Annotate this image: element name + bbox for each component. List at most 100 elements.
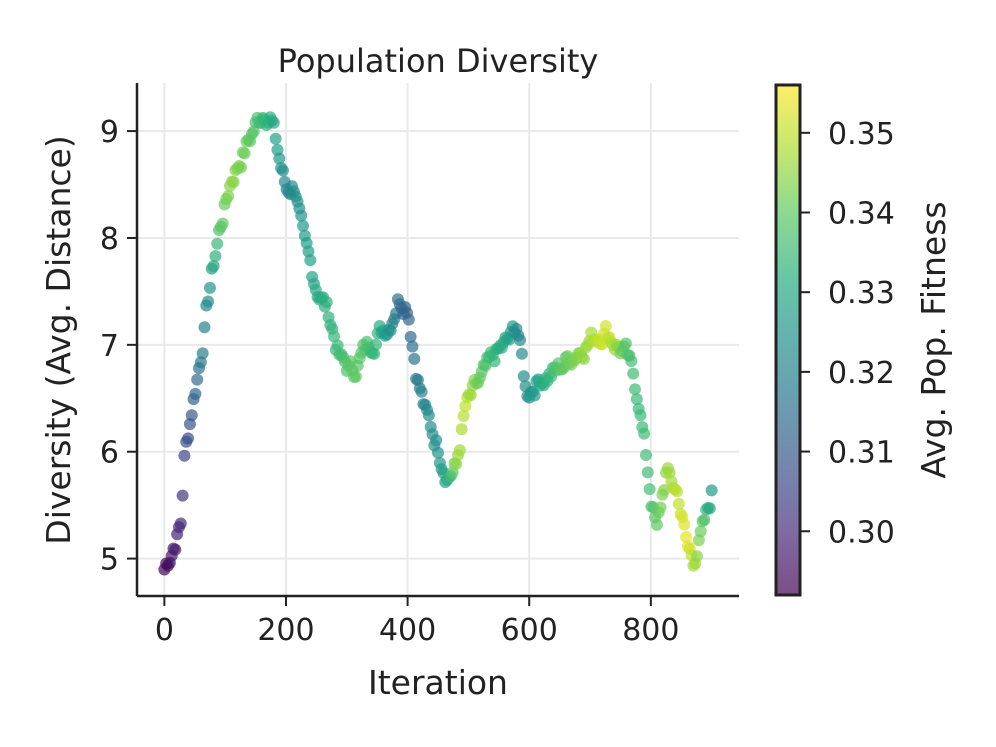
data-point: [415, 385, 428, 398]
y-tick-label: 8: [100, 222, 119, 257]
data-point: [629, 383, 642, 396]
data-point: [514, 333, 527, 346]
colorbar: 0.30 0.31 0.32 0.33 0.34 0.35 Avg. Pop. Fitne…: [774, 83, 953, 597]
data-point: [528, 389, 541, 402]
data-point: [694, 525, 707, 538]
data-point: [328, 330, 341, 343]
x-tick-label: 0: [155, 613, 174, 648]
data-point: [189, 387, 202, 400]
data-point: [267, 116, 280, 129]
gridlines: [137, 83, 739, 596]
data-point: [658, 483, 671, 496]
data-point: [630, 393, 643, 406]
data-point: [273, 152, 286, 165]
data-point: [234, 161, 247, 174]
data-point: [515, 347, 528, 360]
data-point: [670, 485, 683, 498]
colorbar-tick-label: 0.35: [828, 117, 895, 152]
data-point: [178, 449, 191, 462]
data-point: [672, 497, 685, 510]
data-point: [641, 466, 654, 479]
data-point: [304, 254, 317, 267]
data-point: [619, 337, 632, 350]
data-point: [627, 367, 640, 380]
data-point: [678, 518, 691, 531]
data-point: [517, 370, 530, 383]
colorbar-gradient: [776, 85, 800, 595]
data-point: [406, 340, 419, 353]
colorbar-ticks: 0.30 0.31 0.32 0.33 0.34 0.35: [800, 117, 895, 550]
x-tick-label: 800: [622, 613, 679, 648]
data-point: [182, 432, 195, 445]
colorbar-tick-label: 0.31: [828, 436, 895, 471]
data-point: [191, 373, 204, 386]
y-tick-label: 6: [100, 436, 119, 471]
data-point: [654, 501, 667, 514]
colorbar-tick-label: 0.34: [828, 197, 895, 232]
colorbar-tick-label: 0.32: [828, 356, 895, 391]
data-point: [705, 484, 718, 497]
data-point: [185, 409, 198, 422]
data-point: [222, 190, 235, 203]
colorbar-tick-label: 0.30: [828, 515, 895, 550]
y-tick-label: 5: [100, 543, 119, 578]
data-point: [297, 219, 310, 232]
data-point: [269, 132, 282, 145]
data-point: [464, 389, 477, 402]
data-point: [599, 320, 612, 333]
y-axis-label: Diversity (Avg. Distance): [39, 135, 78, 544]
data-point: [198, 321, 211, 334]
data-point: [207, 259, 220, 272]
scatter-points: [158, 111, 718, 576]
axes: [135, 83, 739, 598]
data-point: [459, 400, 472, 413]
data-point: [625, 355, 638, 368]
colorbar-label: Avg. Pop. Fitness: [914, 201, 953, 478]
x-tick-label: 600: [501, 613, 558, 648]
data-point: [703, 502, 716, 515]
colorbar-frame: [774, 83, 802, 597]
data-point: [349, 370, 362, 383]
data-point: [202, 295, 215, 308]
y-tick-label: 7: [100, 329, 119, 364]
data-point: [488, 355, 501, 368]
data-point: [577, 353, 590, 366]
data-point: [639, 449, 652, 462]
data-point: [209, 250, 222, 263]
data-point: [422, 409, 435, 422]
data-point: [369, 338, 382, 351]
data-point: [216, 217, 229, 230]
data-point: [698, 513, 711, 526]
data-point: [320, 296, 333, 309]
data-point: [691, 550, 704, 563]
x-axis-ticks: 0 200 400 600 800: [155, 596, 679, 648]
data-point: [227, 176, 240, 188]
x-axis-label: Iteration: [368, 663, 508, 702]
x-tick-label: 400: [379, 613, 436, 648]
x-tick-label: 200: [257, 613, 314, 648]
data-point: [650, 518, 663, 531]
data-point: [450, 457, 463, 470]
data-point: [203, 281, 216, 294]
data-point: [174, 517, 187, 530]
y-axis-ticks: 5 6 7 8 9: [100, 115, 137, 578]
data-point: [638, 427, 651, 440]
data-point: [183, 418, 196, 431]
data-point: [368, 347, 381, 360]
data-point: [176, 489, 189, 502]
data-point: [211, 237, 224, 250]
y-tick-label: 9: [100, 115, 119, 150]
data-point: [276, 164, 289, 177]
data-point: [680, 530, 693, 543]
data-point: [634, 409, 647, 422]
colorbar-tick-label: 0.33: [828, 276, 895, 311]
data-point: [430, 434, 443, 447]
data-point: [643, 483, 656, 496]
data-point: [404, 330, 417, 343]
data-point: [453, 444, 466, 457]
data-point: [196, 347, 209, 360]
data-point: [455, 423, 468, 436]
data-point: [457, 410, 470, 422]
data-point: [247, 125, 260, 138]
